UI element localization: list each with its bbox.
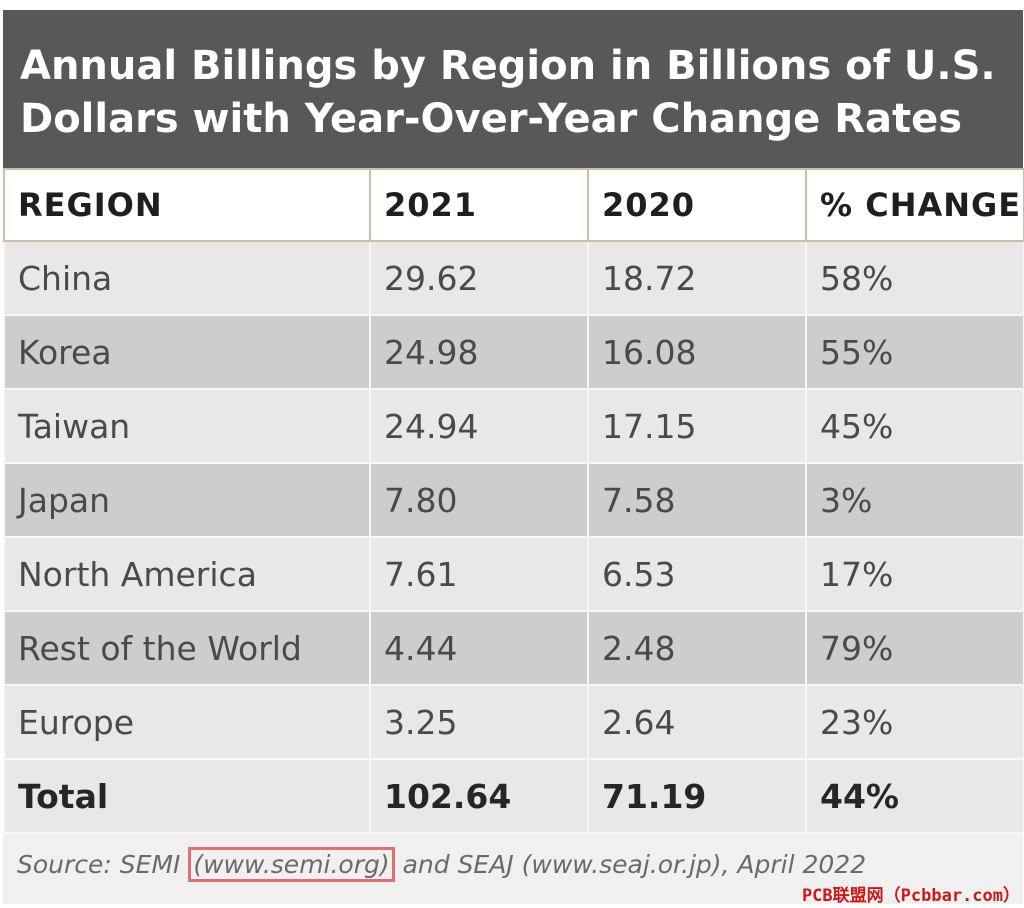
value-2020-cell: 18.72 [587,240,807,316]
table-row: Rest of the World 4.44 2.48 79% [3,610,1024,686]
table-row: Europe 3.25 2.64 23% [3,684,1024,760]
total-label: Total [3,758,371,834]
value-2021-cell: 7.61 [369,536,589,612]
table-body: China 29.62 18.72 58% Korea 24.98 16.08 55% Taiw… [3,240,1024,760]
region-cell: North America [3,536,371,612]
percent-change-cell: 58% [805,240,1024,316]
region-cell: Europe [3,684,371,760]
value-2020-cell: 6.53 [587,536,807,612]
watermark: PCB联盟网（Pcbbar.com） [801,886,1020,906]
percent-change-cell: 55% [805,314,1024,390]
value-2020-cell: 2.64 [587,684,807,760]
region-cell: Korea [3,314,371,390]
total-percent-change: 44% [805,758,1024,834]
billings-table: REGION 2021 2020 % CHANGE China 29.62 18.7… [3,168,1024,834]
region-cell: Japan [3,462,371,538]
header-region: REGION [3,168,371,242]
table-row: Taiwan 24.94 17.15 45% [3,388,1024,464]
value-2020-cell: 16.08 [587,314,807,390]
source-prefix: Source: SEMI [17,850,189,879]
value-2021-cell: 7.80 [369,462,589,538]
source-note: Source: SEMI (www.semi.org) and SEAJ (ww… [17,847,867,882]
header-2021: 2021 [369,168,589,242]
table-row: Japan 7.80 7.58 3% [3,462,1024,538]
region-cell: Taiwan [3,388,371,464]
value-2021-cell: 24.94 [369,388,589,464]
source-highlighted-link: (www.semi.org) [188,847,395,882]
percent-change-cell: 23% [805,684,1024,760]
region-cell: China [3,240,371,316]
value-2021-cell: 4.44 [369,610,589,686]
region-cell: Rest of the World [3,610,371,686]
percent-change-cell: 45% [805,388,1024,464]
title-bar: Annual Billings by Region in Billions of… [3,10,1023,168]
value-2020-cell: 17.15 [587,388,807,464]
billings-table-card: Annual Billings by Region in Billions of… [3,10,1024,904]
header-percent-change: % CHANGE [805,168,1024,242]
value-2021-cell: 29.62 [369,240,589,316]
percent-change-cell: 79% [805,610,1024,686]
percent-change-cell: 3% [805,462,1024,538]
source-suffix: and SEAJ (www.seaj.or.jp), April 2022 [394,850,867,879]
value-2021-cell: 3.25 [369,684,589,760]
percent-change-cell: 17% [805,536,1024,612]
table-row: North America 7.61 6.53 17% [3,536,1024,612]
total-2020: 71.19 [587,758,807,834]
table-row: Korea 24.98 16.08 55% [3,314,1024,390]
table-title: Annual Billings by Region in Billions of… [20,43,996,142]
header-2020: 2020 [587,168,807,242]
table-row: China 29.62 18.72 58% [3,240,1024,316]
value-2021-cell: 24.98 [369,314,589,390]
value-2020-cell: 7.58 [587,462,807,538]
header-row: REGION 2021 2020 % CHANGE [3,168,1024,242]
total-2021: 102.64 [369,758,589,834]
total-row: Total 102.64 71.19 44% [3,758,1024,834]
value-2020-cell: 2.48 [587,610,807,686]
